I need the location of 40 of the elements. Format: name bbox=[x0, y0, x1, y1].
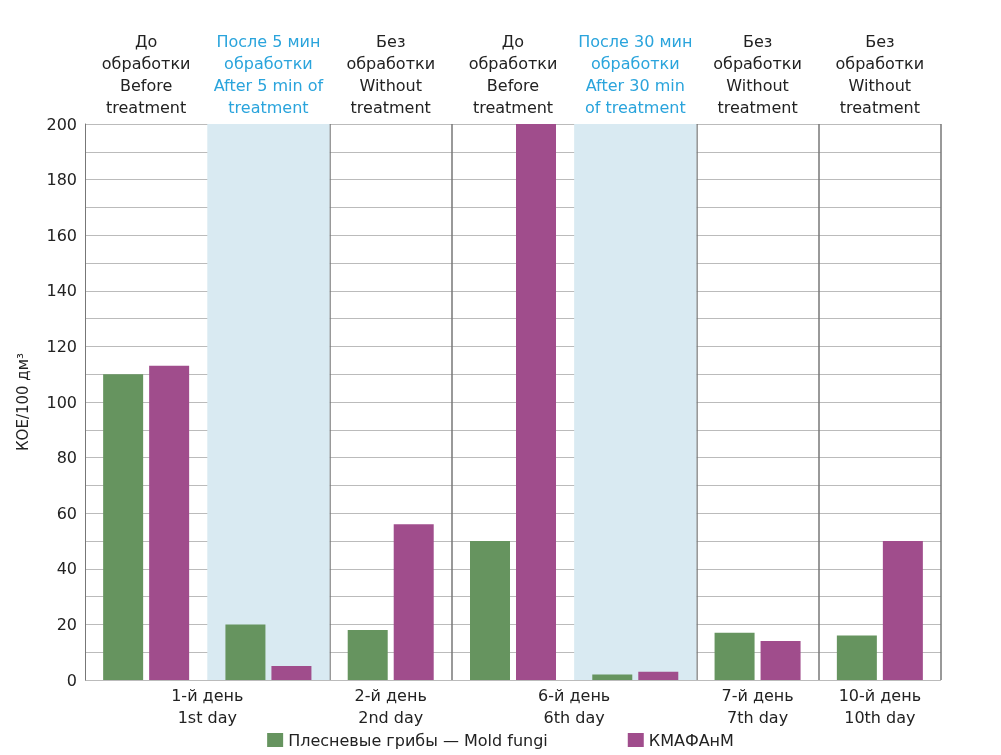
y-tick-label: 80 bbox=[56, 448, 77, 468]
x-tick-label: Без обработки Without treatment bbox=[346, 31, 436, 117]
bar bbox=[149, 365, 190, 680]
bar bbox=[836, 635, 877, 680]
x-tick-label: Без обработки Without treatment bbox=[835, 31, 925, 117]
bar bbox=[225, 624, 266, 680]
text: 6-й день 6th day bbox=[538, 685, 611, 727]
y-tick-label: 40 bbox=[56, 559, 77, 579]
y-tick-label: 160 bbox=[46, 225, 77, 245]
y-tick-label: 60 bbox=[56, 503, 77, 523]
text: 7-й день 7th day bbox=[721, 685, 794, 727]
y-tick-label: 180 bbox=[46, 170, 77, 190]
x-tick-label: После 30 мин обработки After 30 min of treatment bbox=[578, 31, 693, 117]
bar bbox=[592, 674, 633, 680]
y-tick-label: 100 bbox=[46, 392, 77, 412]
bar bbox=[103, 374, 144, 680]
bar bbox=[271, 666, 312, 680]
y-tick-label: 20 bbox=[56, 614, 77, 634]
y-tick-label: 120 bbox=[46, 336, 77, 356]
x-tick-label: До обработки Before treatment bbox=[468, 31, 558, 117]
y-axis-title: КОЕ/100 дм³ bbox=[13, 352, 32, 452]
x-tick-label: Без обработки Without treatment bbox=[713, 31, 802, 117]
bar bbox=[638, 671, 679, 680]
text: 1-й день 1st day bbox=[171, 685, 244, 727]
x-tick-label: После 5 мин обработки After 5 min of treatment bbox=[213, 31, 324, 117]
text: 10-й день 10th day bbox=[838, 685, 922, 727]
legend-label: КМАФАнМ bbox=[648, 730, 734, 750]
bar bbox=[470, 541, 510, 680]
y-tick-label: 140 bbox=[46, 281, 77, 301]
y-tick-label: 0 bbox=[66, 670, 77, 690]
y-tick-label: 200 bbox=[46, 114, 77, 134]
bar bbox=[882, 541, 923, 680]
bar bbox=[760, 641, 801, 680]
legend-label: Плесневые грибы — Mold fungi bbox=[288, 730, 548, 750]
bar bbox=[347, 629, 388, 680]
bar bbox=[516, 124, 556, 680]
bar bbox=[393, 524, 434, 680]
text: 2-й день 2nd day bbox=[354, 685, 427, 727]
bar bbox=[714, 632, 755, 680]
x-tick-label: До обработки Before treatment bbox=[101, 31, 191, 117]
